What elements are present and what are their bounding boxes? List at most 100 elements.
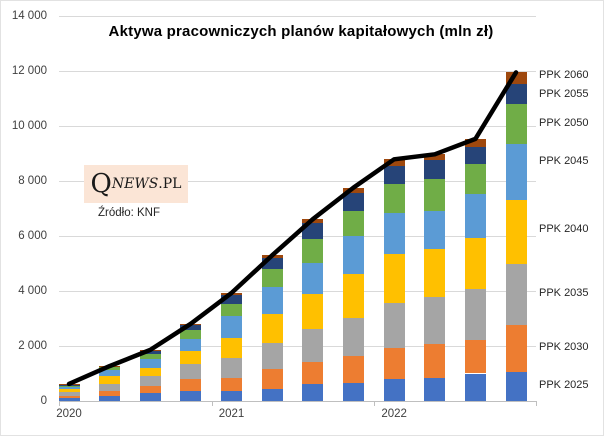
bar-segment-ppk-2060 <box>58 383 80 385</box>
bar-segment-ppk-2025 <box>58 398 80 401</box>
bar-segment-ppk-2030 <box>99 391 121 397</box>
bar-segment-ppk-2050 <box>383 183 405 213</box>
gridline <box>59 71 536 72</box>
bar-segment-ppk-2055 <box>261 258 283 269</box>
bar-segment-ppk-2060 <box>99 366 121 368</box>
bar-segment-ppk-2055 <box>139 351 161 355</box>
legend-label-ppk-2060: PPK 2060 <box>539 69 589 81</box>
bar-segment-ppk-2030 <box>139 386 161 393</box>
y-axis-tick-label: 2 000 <box>18 340 47 352</box>
bar-segment-ppk-2035 <box>139 375 161 386</box>
bar-segment-ppk-2045 <box>383 212 405 255</box>
bar-segment-ppk-2045 <box>505 144 527 201</box>
bar-segment-ppk-2055 <box>180 325 202 331</box>
bar-segment-ppk-2035 <box>180 364 202 380</box>
gridline <box>59 126 536 127</box>
bar-segment-ppk-2030 <box>180 379 202 391</box>
bar-segment-ppk-2040 <box>302 294 324 330</box>
bar-segment-ppk-2050 <box>424 179 446 211</box>
bar-segment-ppk-2025 <box>505 371 527 401</box>
bar-segment-ppk-2035 <box>99 384 121 392</box>
bar-segment-ppk-2055 <box>424 160 446 180</box>
bar-segment-ppk-2040 <box>180 350 202 365</box>
bar-segment-ppk-2030 <box>342 356 364 383</box>
axis-tick <box>59 401 60 406</box>
bar-segment-ppk-2035 <box>221 358 243 378</box>
bar-segment-ppk-2025 <box>221 390 243 401</box>
bar-segment-ppk-2035 <box>302 329 324 362</box>
bar-segment-ppk-2030 <box>58 395 80 399</box>
bar-segment-ppk-2035 <box>464 288 486 340</box>
bar-segment-ppk-2030 <box>261 369 283 390</box>
bar-segment-ppk-2045 <box>302 262 324 295</box>
qnews-logo: Q NEWS .PL <box>84 165 188 203</box>
legend-label-ppk-2045: PPK 2045 <box>539 155 589 167</box>
bar-segment-ppk-2035 <box>424 296 446 344</box>
bar-segment-ppk-2050 <box>464 163 486 194</box>
bar-segment-ppk-2025 <box>261 389 283 401</box>
bar-segment-ppk-2045 <box>58 386 80 390</box>
legend-label-ppk-2035: PPK 2035 <box>539 287 589 299</box>
bar-segment-ppk-2050 <box>99 367 121 371</box>
bar-segment-ppk-2040 <box>58 389 80 393</box>
bar-segment-ppk-2025 <box>464 373 486 401</box>
legend-label-ppk-2040: PPK 2040 <box>539 223 589 235</box>
legend-label-ppk-2025: PPK 2025 <box>539 379 589 391</box>
total-line-path <box>66 70 519 387</box>
y-axis-tick-label: 0 <box>40 395 47 407</box>
bar-segment-ppk-2025 <box>139 392 161 401</box>
bar-segment-ppk-2045 <box>424 210 446 250</box>
bar-segment-ppk-2035 <box>383 302 405 349</box>
bar-segment-ppk-2040 <box>342 274 364 318</box>
bar-segment-ppk-2040 <box>139 367 161 376</box>
bar-segment-ppk-2055 <box>464 147 486 164</box>
bar-segment-ppk-2050 <box>221 303 243 316</box>
axis-tick <box>374 401 375 406</box>
bar-segment-ppk-2055 <box>505 84 527 104</box>
bar-segment-ppk-2035 <box>342 317 364 357</box>
bar-segment-ppk-2045 <box>221 315 243 338</box>
y-axis-tick-label: 14 000 <box>11 10 47 22</box>
bar-segment-ppk-2030 <box>464 339 486 374</box>
y-axis-tick-label: 4 000 <box>18 285 47 297</box>
bar-segment-ppk-2060 <box>505 72 527 85</box>
bar-segment-ppk-2060 <box>342 187 364 193</box>
bar-segment-ppk-2030 <box>302 361 324 385</box>
axis-tick <box>536 401 537 406</box>
bar-segment-ppk-2035 <box>261 342 283 370</box>
bar-segment-ppk-2045 <box>261 287 283 315</box>
bar-segment-ppk-2035 <box>505 263 527 325</box>
bar-segment-ppk-2050 <box>261 268 283 287</box>
bar-segment-ppk-2060 <box>221 292 243 295</box>
bar-segment-ppk-2025 <box>302 384 324 401</box>
bar-segment-ppk-2025 <box>342 382 364 401</box>
bar-segment-ppk-2045 <box>99 370 121 377</box>
axis-tick <box>212 401 213 406</box>
bar-segment-ppk-2025 <box>424 377 446 401</box>
bar-segment-ppk-2030 <box>505 324 527 372</box>
logo-q: Q <box>90 169 112 199</box>
bar-segment-ppk-2050 <box>139 354 161 360</box>
bar-segment-ppk-2050 <box>180 330 202 340</box>
bar-segment-ppk-2040 <box>464 237 486 289</box>
bar-segment-ppk-2055 <box>383 165 405 184</box>
bar-segment-ppk-2050 <box>302 239 324 263</box>
x-axis-label-2020: 2020 <box>56 408 82 420</box>
source-label: Źródło: KNF <box>98 207 160 219</box>
legend-label-ppk-2030: PPK 2030 <box>539 341 589 353</box>
bar-segment-ppk-2040 <box>383 254 405 303</box>
gridline <box>59 16 536 17</box>
bar-segment-ppk-2055 <box>221 294 243 304</box>
bar-segment-ppk-2030 <box>221 377 243 391</box>
x-axis-label-2021: 2021 <box>218 408 245 420</box>
bar-segment-ppk-2040 <box>505 200 527 264</box>
bar-segment-ppk-2060 <box>261 255 283 259</box>
bar-segment-ppk-2040 <box>261 314 283 343</box>
y-axis-tick-label: 12 000 <box>11 65 47 77</box>
bar-segment-ppk-2040 <box>99 376 121 385</box>
bar-segment-ppk-2050 <box>342 210 364 236</box>
y-axis-tick-label: 8 000 <box>18 175 47 187</box>
bar-segment-ppk-2025 <box>180 390 202 401</box>
bar-segment-ppk-2040 <box>221 337 243 359</box>
